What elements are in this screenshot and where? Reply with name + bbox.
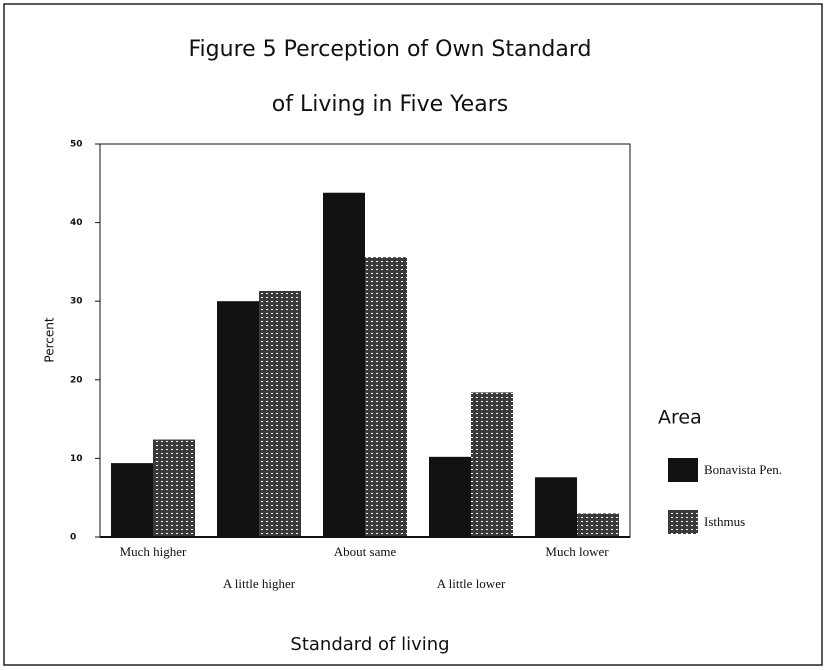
y-axis-label: Percent bbox=[43, 317, 57, 362]
y-tick-label: 0 bbox=[70, 533, 76, 543]
bar bbox=[535, 477, 577, 537]
bar bbox=[577, 513, 619, 537]
x-axis-label: Standard of living bbox=[290, 634, 449, 655]
y-tick-label: 20 bbox=[70, 375, 83, 385]
bar bbox=[365, 257, 407, 537]
x-tick-label: Much higher bbox=[120, 544, 187, 559]
chart-title: Figure 5 Perception of Own Standard bbox=[189, 37, 592, 62]
bar bbox=[111, 463, 153, 537]
x-tick-label: Much lower bbox=[545, 544, 609, 559]
legend-swatch bbox=[668, 510, 698, 534]
x-tick-label: A little lower bbox=[437, 576, 506, 591]
x-tick-label: About same bbox=[334, 544, 397, 559]
bar bbox=[471, 392, 513, 537]
bar bbox=[323, 192, 365, 537]
bar bbox=[259, 290, 301, 537]
chart-title: of Living in Five Years bbox=[272, 92, 508, 117]
bar bbox=[153, 439, 195, 537]
legend-swatch bbox=[668, 458, 698, 482]
y-tick-label: 50 bbox=[70, 140, 83, 150]
bar bbox=[217, 301, 259, 537]
legend-label: Bonavista Pen. bbox=[704, 462, 782, 477]
frame bbox=[3, 3, 823, 666]
y-tick-label: 10 bbox=[70, 454, 83, 464]
legend-label: Isthmus bbox=[704, 514, 745, 529]
legend-title: Area bbox=[658, 407, 702, 429]
x-tick-label: A little higher bbox=[223, 576, 296, 591]
y-tick-label: 30 bbox=[70, 297, 83, 307]
bar bbox=[429, 456, 471, 537]
y-tick-label: 40 bbox=[70, 218, 83, 228]
